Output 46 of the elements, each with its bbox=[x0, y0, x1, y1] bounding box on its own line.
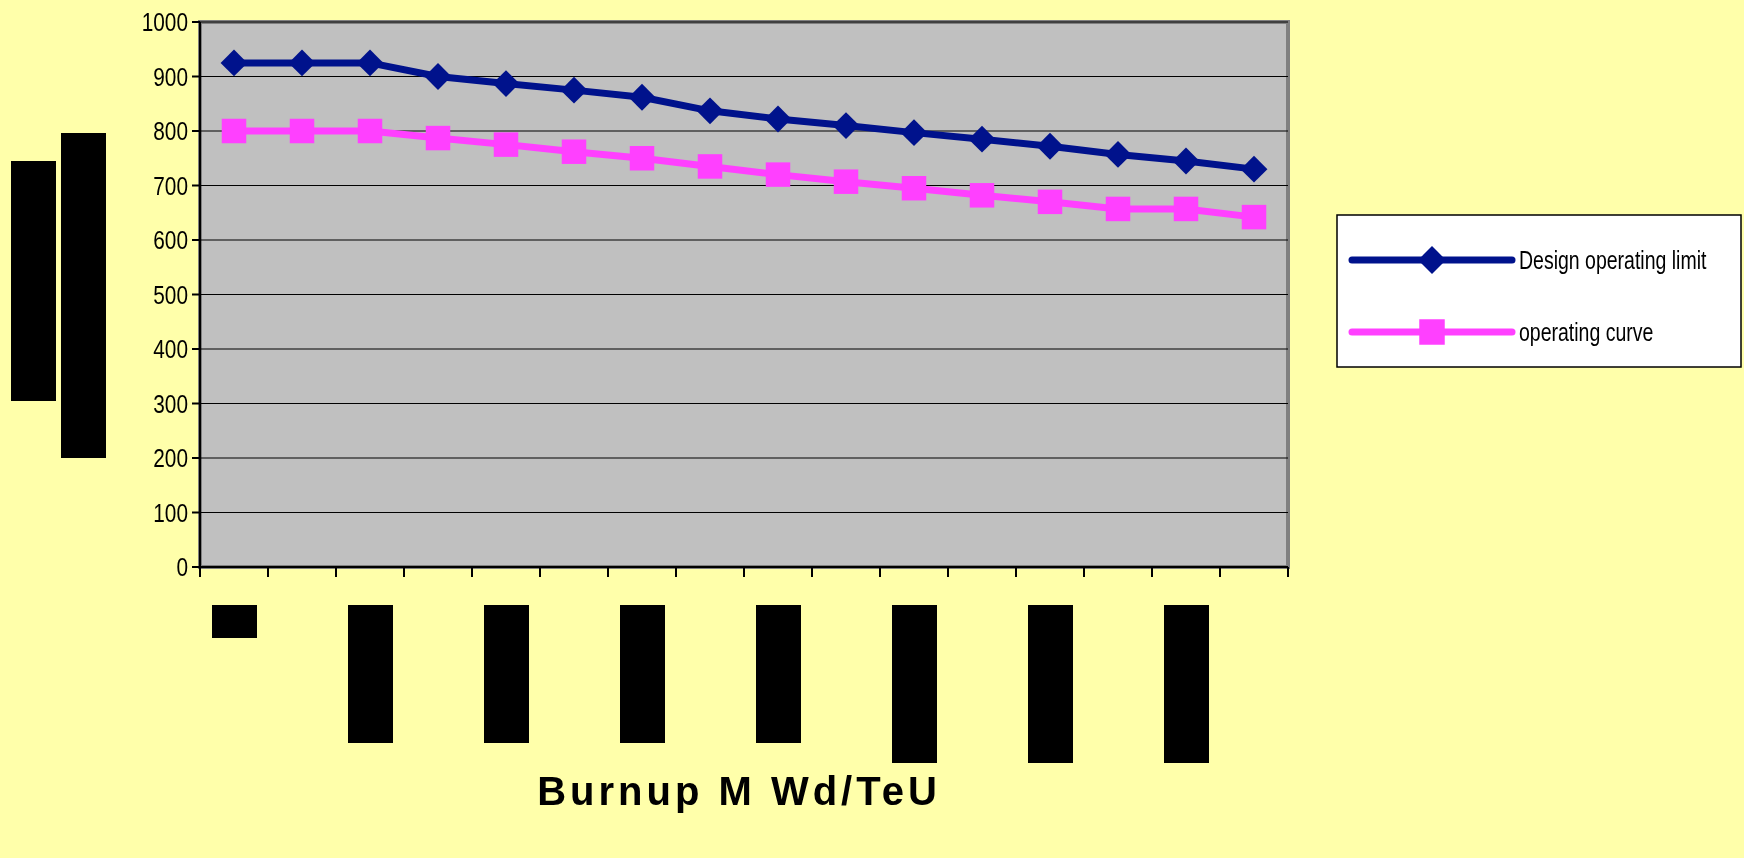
point bbox=[765, 162, 791, 187]
point bbox=[832, 112, 860, 139]
point bbox=[289, 118, 315, 144]
point bbox=[1173, 196, 1199, 222]
text: Design operating limit bbox=[1519, 245, 1707, 275]
y-tick-label: 100 bbox=[153, 498, 188, 528]
text: operating curve bbox=[1519, 317, 1654, 347]
point bbox=[764, 105, 792, 133]
point bbox=[901, 175, 927, 201]
point bbox=[833, 169, 859, 194]
y-tick-label: 300 bbox=[153, 389, 188, 419]
point bbox=[492, 70, 520, 97]
point bbox=[1172, 147, 1200, 175]
point bbox=[628, 83, 656, 111]
point bbox=[1105, 196, 1131, 222]
point bbox=[221, 118, 247, 144]
point bbox=[220, 49, 248, 77]
y-tick-label: 500 bbox=[153, 280, 188, 310]
point bbox=[1241, 204, 1267, 230]
point bbox=[561, 139, 587, 164]
point bbox=[356, 49, 384, 77]
point bbox=[969, 183, 995, 208]
point bbox=[900, 119, 928, 147]
point bbox=[968, 125, 996, 153]
y-tick-label: 400 bbox=[153, 334, 188, 364]
point bbox=[1104, 141, 1132, 168]
y-tick-label: 1000 bbox=[141, 7, 188, 37]
point bbox=[697, 154, 723, 179]
y-tick-label: 900 bbox=[153, 62, 188, 92]
y-tick-label: 600 bbox=[153, 225, 188, 255]
point bbox=[425, 125, 451, 151]
y-tick-label: 800 bbox=[153, 116, 188, 146]
point bbox=[357, 118, 383, 144]
point bbox=[1037, 189, 1063, 215]
point bbox=[1036, 132, 1064, 160]
point bbox=[629, 146, 655, 171]
point bbox=[288, 49, 316, 77]
point bbox=[696, 97, 724, 125]
point bbox=[424, 63, 452, 90]
x-axis-title: Burnup M Wd/TeU bbox=[537, 769, 941, 813]
y-tick-label: 200 bbox=[153, 443, 188, 473]
point bbox=[493, 132, 519, 157]
y-tick-label: 700 bbox=[153, 171, 188, 201]
point bbox=[1240, 155, 1268, 183]
point bbox=[560, 76, 588, 104]
y-tick-label: 0 bbox=[176, 552, 188, 582]
